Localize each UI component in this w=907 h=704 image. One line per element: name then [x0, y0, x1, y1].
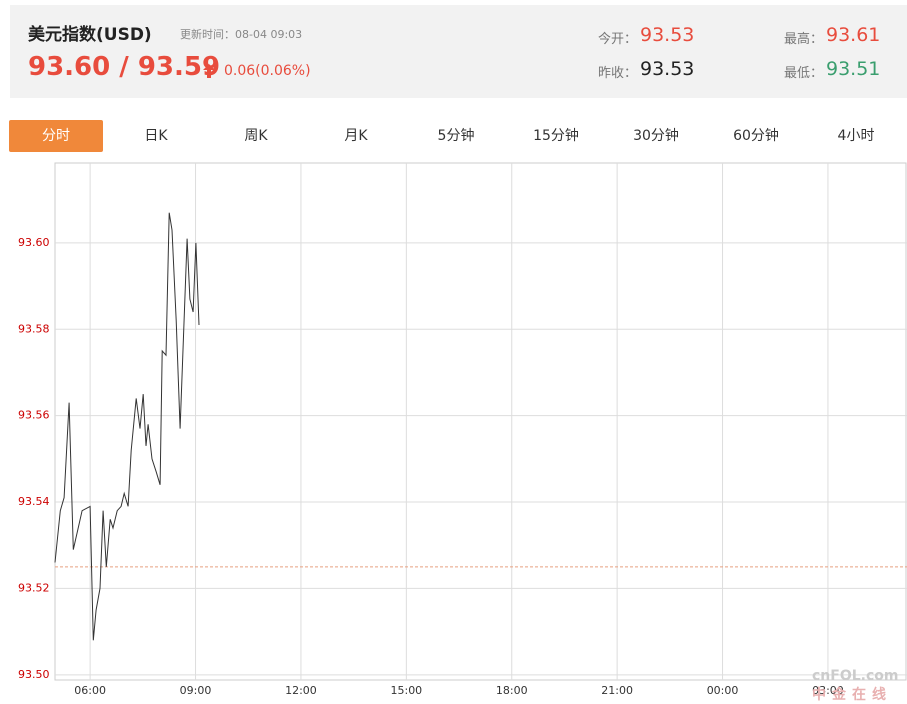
x-tick-label: 03:00: [812, 684, 844, 697]
stat-label: 最高：: [784, 32, 824, 47]
x-tick-label: 12:00: [285, 684, 317, 697]
tab[interactable]: 周K: [244, 128, 268, 144]
title: 美元指数(USD): [28, 25, 152, 45]
stat-value: 93.53: [640, 58, 695, 80]
stat-label: 最低：: [784, 66, 824, 81]
tab[interactable]: 4小时: [837, 128, 875, 144]
tab[interactable]: 60分钟: [733, 128, 779, 144]
header: [10, 5, 907, 98]
watermark-brand: cnFOL.com: [812, 668, 899, 684]
x-tick-label: 15:00: [390, 684, 422, 697]
stat-value: 93.51: [826, 58, 881, 80]
x-tick-label: 18:00: [496, 684, 528, 697]
tab[interactable]: 月K: [344, 128, 368, 144]
tab[interactable]: 5分钟: [437, 128, 475, 144]
x-tick-label: 00:00: [707, 684, 739, 697]
x-tick-label: 06:00: [74, 684, 106, 697]
y-tick-label: 93.60: [18, 236, 50, 249]
tab[interactable]: 分时: [9, 120, 103, 152]
stat-label: 今开：: [598, 32, 638, 47]
plot-frame: [54, 162, 907, 681]
y-tick-label: 93.54: [18, 495, 50, 508]
price: 93.60 / 93.59: [28, 52, 221, 82]
up-arrow: [203, 64, 215, 78]
y-tick-label: 93.58: [18, 322, 50, 335]
y-tick-label: 93.56: [18, 409, 50, 422]
watermark-name: 中金在线: [812, 687, 892, 703]
tab[interactable]: 日K: [144, 128, 168, 144]
stat-value: 93.53: [640, 24, 695, 46]
y-tick-label: 93.52: [18, 581, 50, 594]
change: 0.06(0.06%): [224, 63, 311, 79]
x-tick-label: 09:00: [180, 684, 212, 697]
x-tick-label: 21:00: [601, 684, 633, 697]
stat-value: 93.61: [826, 24, 881, 46]
tab[interactable]: 30分钟: [633, 128, 679, 144]
stat-label: 昨收：: [598, 66, 638, 81]
y-tick-label: 93.50: [18, 668, 50, 681]
update-time: 更新时间：08-04 09:03: [180, 28, 303, 41]
tab[interactable]: 15分钟: [533, 128, 579, 144]
price-line: [54, 212, 200, 641]
